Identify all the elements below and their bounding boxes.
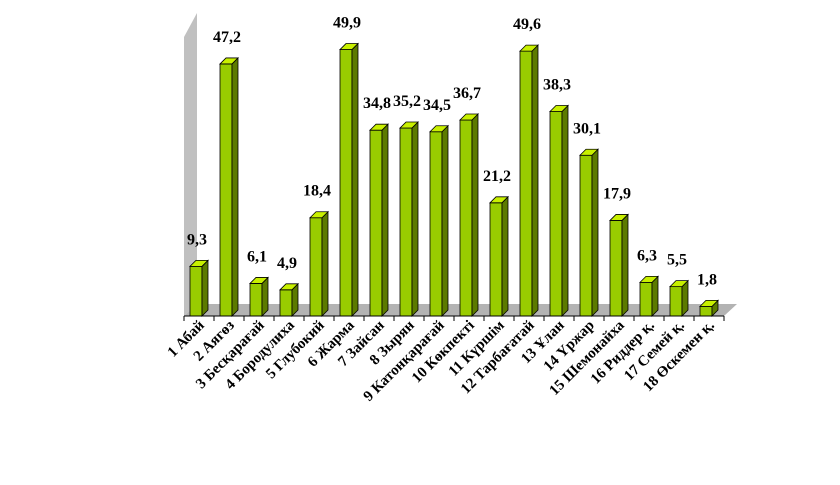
- data-label: 5,5: [667, 252, 687, 269]
- bar-side: [321, 210, 329, 317]
- bar-front: [339, 49, 353, 317]
- bar-side: [381, 123, 389, 317]
- bar-top: [339, 43, 359, 50]
- bar-front: [669, 286, 683, 317]
- bar-top: [699, 299, 719, 307]
- bar-front: [249, 283, 263, 317]
- data-label: 30,1: [573, 120, 601, 137]
- bar-side: [231, 56, 239, 317]
- bar-side: [621, 213, 629, 317]
- bar: [669, 279, 689, 317]
- bar: [459, 113, 479, 317]
- bar-front: [579, 154, 593, 317]
- chart-back-wall: [184, 13, 197, 316]
- bar-front: [489, 202, 503, 317]
- bar-top: [279, 283, 299, 291]
- bar-top: [219, 57, 239, 65]
- data-label: 34,5: [423, 97, 451, 114]
- bar-front: [279, 289, 293, 317]
- bar-top: [459, 113, 479, 121]
- bar-side: [471, 113, 479, 317]
- data-label: 49,6: [513, 16, 541, 33]
- data-label: 18,4: [303, 183, 331, 200]
- bar-top: [609, 214, 629, 221]
- bar-side: [201, 259, 209, 317]
- data-label: 4,9: [277, 255, 297, 272]
- bar-front: [189, 265, 203, 317]
- bar-front: [549, 111, 563, 317]
- bar: [279, 282, 299, 317]
- data-labels: 9,3 47,2 6,1 4,9 18,4 49,9 34,8 35,2 34,536,7 21,…: [187, 15, 717, 289]
- bar: [339, 42, 359, 317]
- data-label: 36,7: [453, 85, 481, 102]
- bar: [489, 195, 509, 317]
- bar-front: [519, 50, 533, 317]
- bar-front: [459, 119, 473, 317]
- bar-top: [399, 121, 419, 129]
- bar: [549, 104, 569, 317]
- x-axis-ticks: [183, 316, 725, 321]
- bar-side: [501, 195, 509, 317]
- bar-top: [549, 105, 569, 112]
- data-label: 38,3: [543, 76, 571, 93]
- bar: [189, 259, 209, 317]
- bar: [219, 56, 239, 317]
- bar: [309, 210, 329, 317]
- data-label: 6,3: [637, 247, 657, 264]
- data-label: 35,2: [393, 93, 421, 110]
- bar-side: [651, 275, 659, 317]
- bar-top: [249, 277, 269, 284]
- bar-side: [531, 44, 539, 317]
- bar-top: [639, 275, 659, 283]
- bar-top: [189, 259, 209, 267]
- bar-front: [219, 63, 233, 317]
- bar: [369, 123, 389, 317]
- bar-top: [429, 125, 449, 133]
- bar: [399, 121, 419, 317]
- bar-top: [579, 148, 599, 156]
- data-label: 6,1: [247, 248, 267, 265]
- data-label: 9,3: [187, 231, 207, 248]
- bar-top: [309, 211, 329, 219]
- bar-top: [369, 123, 389, 131]
- bar: [519, 44, 539, 317]
- bar-front: [369, 129, 383, 317]
- bar-top: [519, 44, 539, 52]
- data-label: 17,9: [603, 185, 631, 202]
- bar-top: [489, 196, 509, 204]
- data-label: 21,2: [483, 168, 511, 185]
- data-label: 47,2: [213, 29, 241, 46]
- bar: [609, 213, 629, 317]
- bar-series: [189, 42, 719, 317]
- bar: [639, 275, 659, 317]
- bar-front: [429, 131, 443, 317]
- bar-front: [399, 127, 413, 317]
- bar: [429, 124, 449, 317]
- bar: [579, 148, 599, 317]
- bar-front: [609, 220, 623, 317]
- data-label: 1,8: [697, 271, 717, 288]
- bar-side: [441, 124, 449, 317]
- bar-front: [639, 281, 653, 317]
- bar-front: [699, 305, 713, 317]
- bar-top: [669, 280, 689, 288]
- bar-side: [411, 121, 419, 317]
- data-label: 34,8: [363, 95, 391, 112]
- bar-side: [261, 276, 269, 317]
- bar-side: [591, 148, 599, 317]
- bar-side: [561, 104, 569, 317]
- bar-front: [309, 217, 323, 317]
- bar: [699, 299, 719, 317]
- data-label: 49,9: [333, 15, 361, 32]
- bar: [249, 276, 269, 317]
- bar-side: [351, 42, 359, 317]
